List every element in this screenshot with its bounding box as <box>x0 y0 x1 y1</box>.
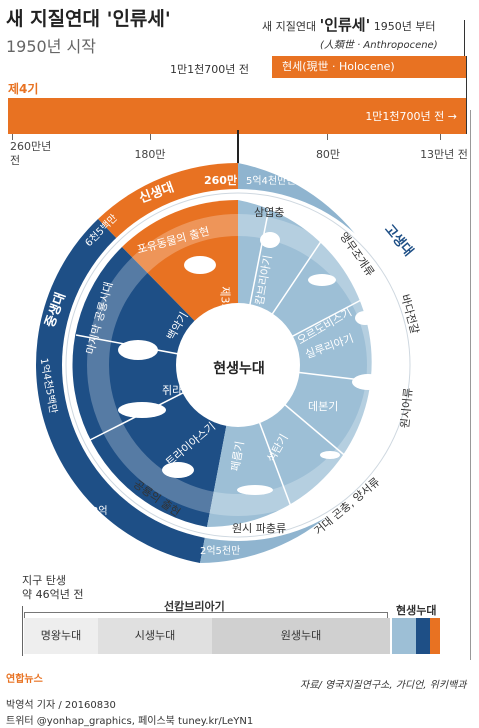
social-links: 트위터 @yonhap_graphics, 페이스북 tuney.kr/LeYN… <box>6 716 254 727</box>
period-label: 데본기 <box>308 400 339 413</box>
ring-time: 260만 <box>204 174 238 187</box>
event-label: 삼엽충 <box>254 206 285 219</box>
page-title: 새 지질연대 '인류세' <box>6 8 171 30</box>
fish-icon <box>352 374 384 390</box>
dragonfly-icon <box>320 451 340 459</box>
eon-archean: 시생누대 <box>98 618 212 654</box>
theropod-icon <box>162 462 194 478</box>
event-label: 원시 파충류 <box>232 522 287 535</box>
phanerozoic-label: 현생누대 <box>396 604 437 617</box>
precambrian-label: 선캄브리아기 <box>164 600 225 613</box>
source-text: 자료/ 영국지질연구소, 가디언, 위키백과 <box>300 680 467 691</box>
sector-mesozoic <box>72 247 239 527</box>
ring-time: 2억5천만 <box>200 546 241 557</box>
holocene-edge-line <box>466 56 467 134</box>
earth-origin-label: 지구 탄생 약 46억년 전 <box>22 574 84 601</box>
eon-hadean: 명왕누대 <box>24 618 98 654</box>
triceratops-icon <box>118 340 158 360</box>
center-label: 현생누대 <box>213 361 265 377</box>
eon-phanerozoic-mesozoic <box>416 618 430 654</box>
ring-time: 3억 <box>298 544 314 555</box>
eon-proterozoic: 원생누대 <box>212 618 390 654</box>
period-label: 쥐라기 <box>162 384 193 397</box>
sea-scorpion-icon <box>355 311 375 325</box>
reptile-icon <box>237 485 273 495</box>
anthropocene-hanja: (人類世 · Anthropocene) <box>320 40 438 51</box>
tick-label: 180만 <box>134 148 166 161</box>
tick-label: 80만 <box>315 148 341 161</box>
tick-mark <box>12 134 13 140</box>
anthropocene-label: 새 지질연대 '인류세' 1950년 부터 <box>262 16 436 34</box>
eon-phanerozoic-paleozoic <box>392 618 416 654</box>
quaternary-bar <box>8 98 466 134</box>
byline: 박영석 기자 / 20160830 <box>6 700 116 711</box>
holocene-bar: 현세(現世 · Holocene) <box>272 56 466 78</box>
page-subtitle: 1950년 시작 <box>6 37 96 56</box>
ring-time: 5억4천만년 전 <box>246 176 308 187</box>
eon-phanerozoic-cenozoic <box>430 618 440 654</box>
nautiloid-icon <box>308 274 336 286</box>
quaternary-bar-text: 1만1천700년 전 → <box>365 110 457 123</box>
tick-mark <box>327 134 328 140</box>
period-label: 제3기 <box>218 286 232 314</box>
anthropocene-marker <box>464 20 465 56</box>
earth-origin-line <box>22 606 23 656</box>
tick-mark <box>150 134 151 140</box>
holocene-start-label: 1만1천700년 전 <box>170 63 249 76</box>
timeline-edge-line <box>470 110 471 660</box>
tick-label: 13만년 전 <box>420 148 468 161</box>
sauropod-icon <box>118 402 166 418</box>
tick-mark <box>440 134 441 140</box>
quaternary-label: 제4기 <box>8 82 39 96</box>
agency-logo: 연합뉴스 <box>6 674 43 685</box>
precambrian-bracket <box>24 612 388 618</box>
ring-time: 2억 <box>92 506 108 517</box>
tick-label: 260만년 전 <box>10 140 52 167</box>
trilobite-icon <box>260 232 280 248</box>
horse-icon <box>184 256 216 274</box>
